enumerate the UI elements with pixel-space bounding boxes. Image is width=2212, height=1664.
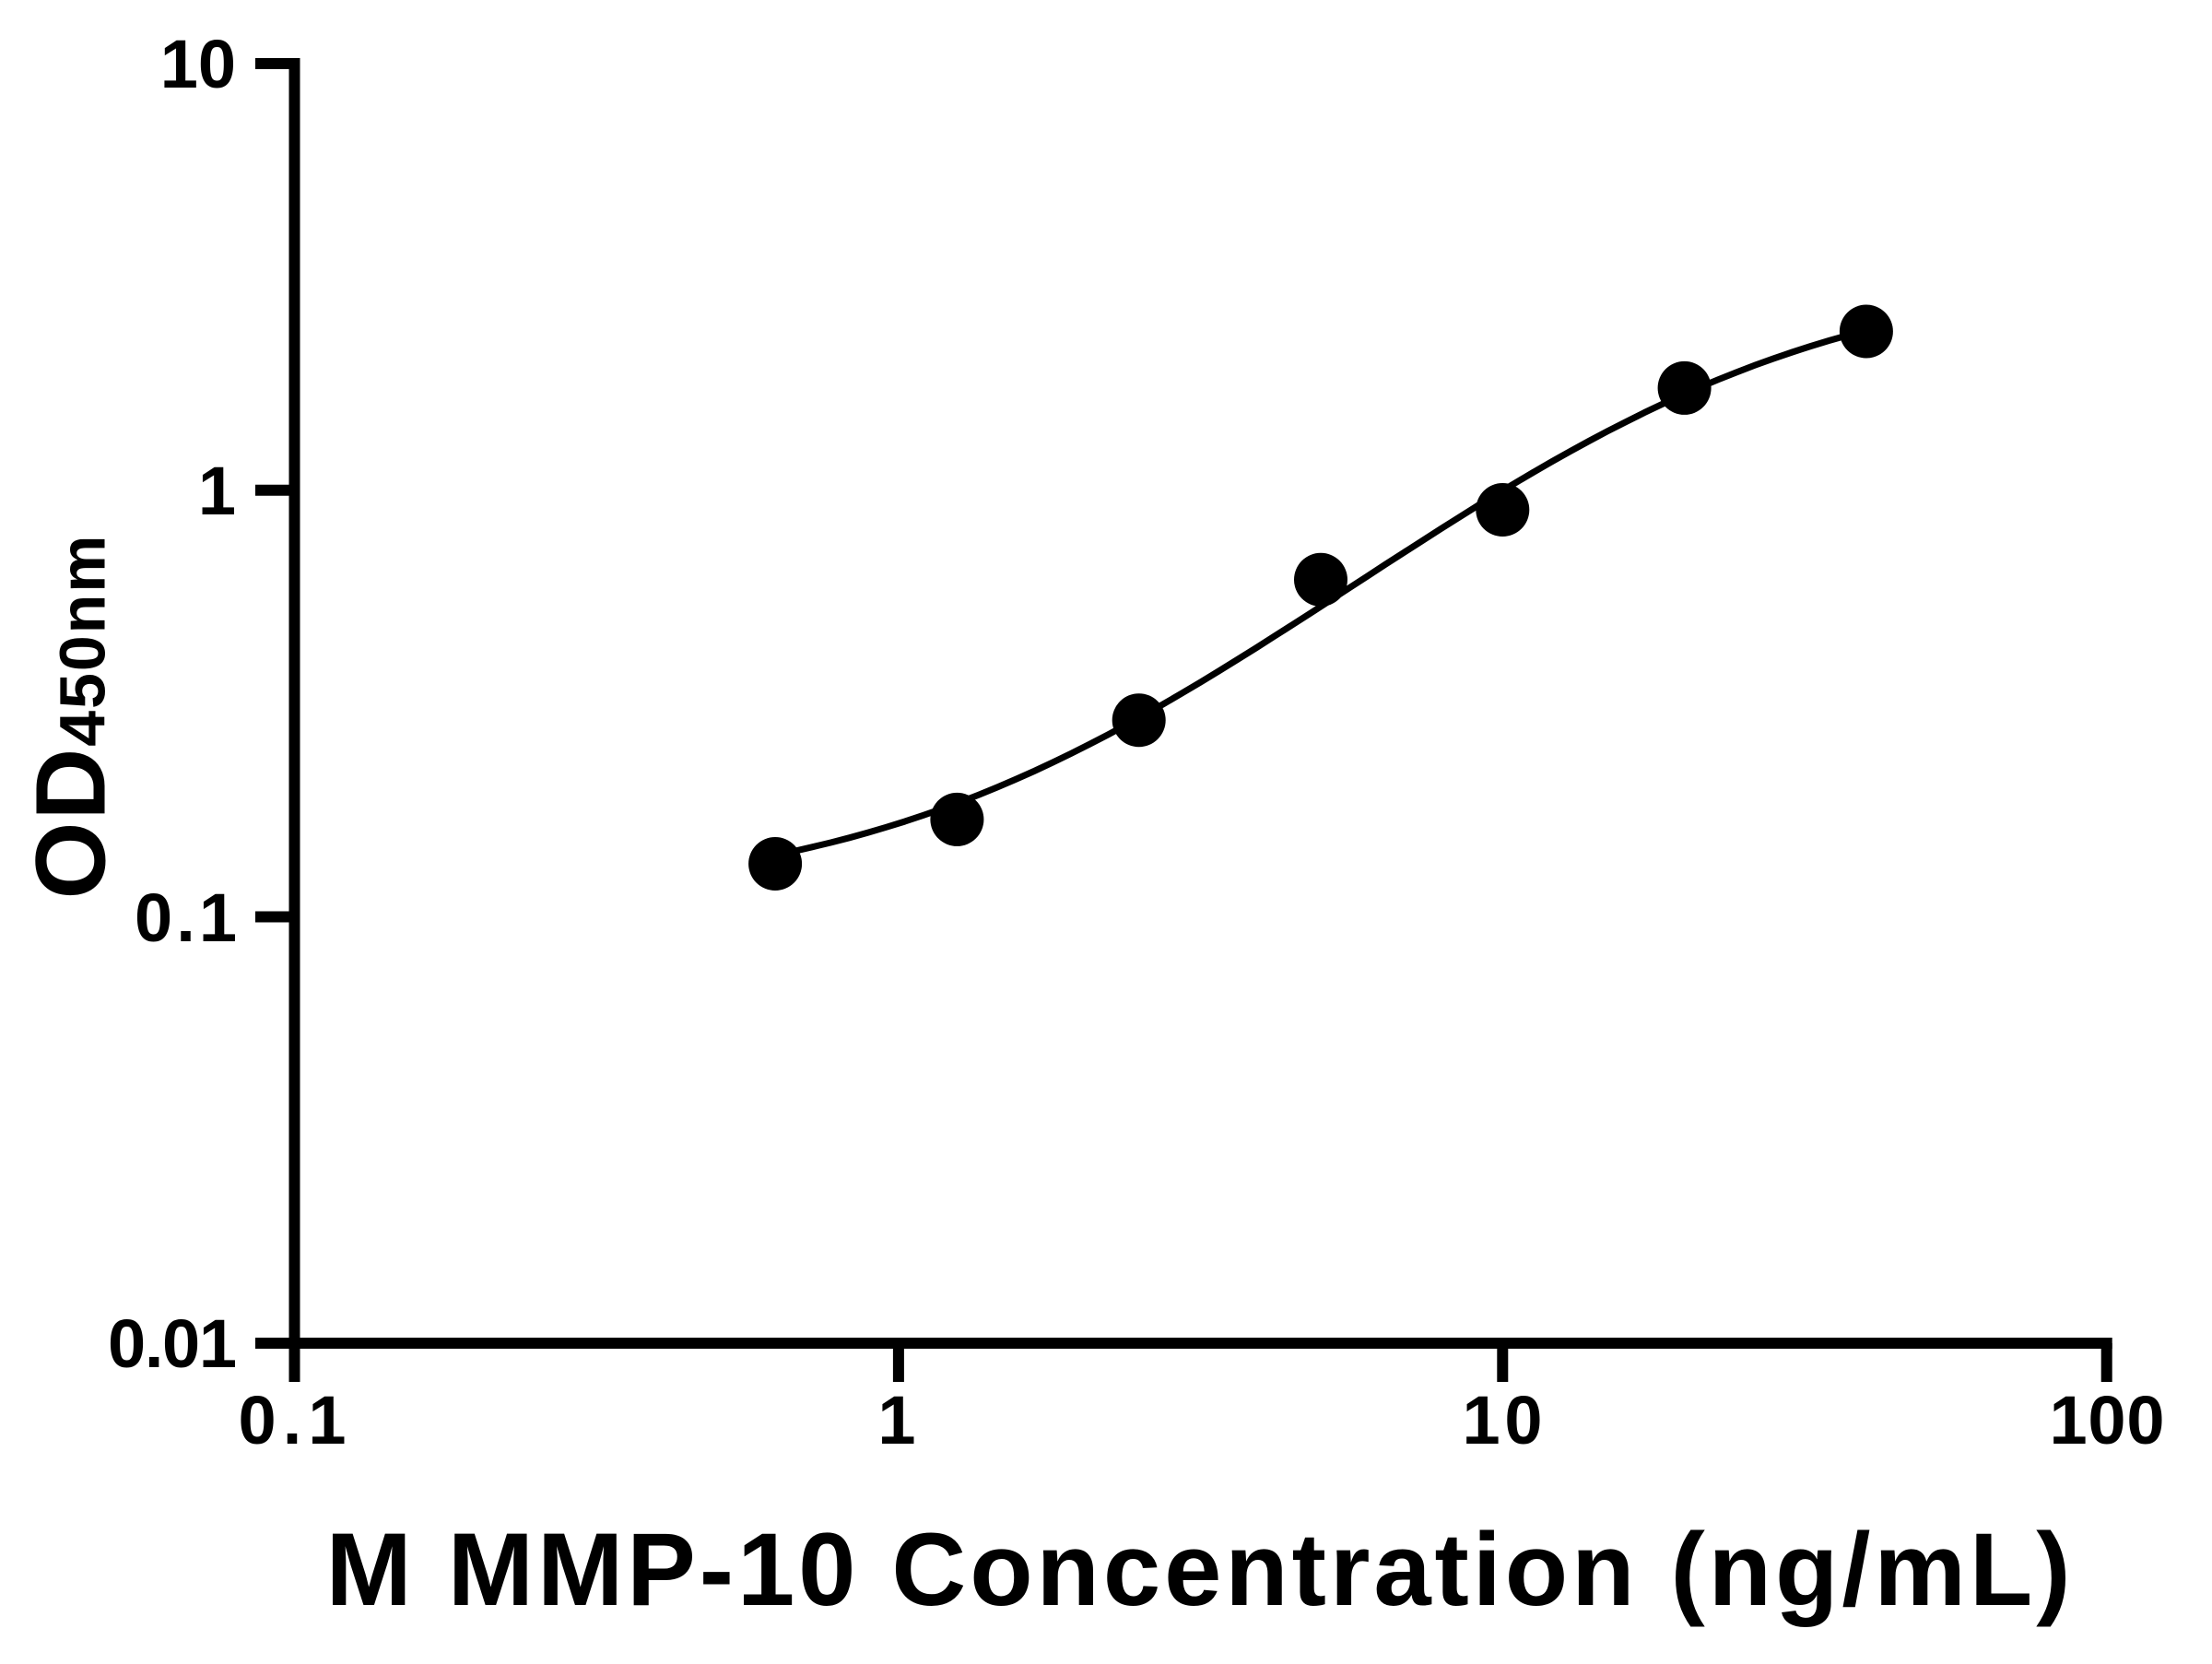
svg-text:M MMP-10 Concentration (ng/mL): M MMP-10 Concentration (ng/mL) <box>326 1512 2071 1627</box>
svg-text:10: 10 <box>160 26 236 102</box>
svg-text:100: 100 <box>2050 1382 2165 1458</box>
svg-text:1: 1 <box>198 453 236 529</box>
svg-text:0.1: 0.1 <box>239 1382 347 1458</box>
svg-text:OD450nm: OD450nm <box>15 536 126 900</box>
svg-text:1: 1 <box>877 1382 915 1458</box>
svg-text:0.01: 0.01 <box>108 1305 237 1382</box>
svg-text:0.1: 0.1 <box>135 879 237 956</box>
